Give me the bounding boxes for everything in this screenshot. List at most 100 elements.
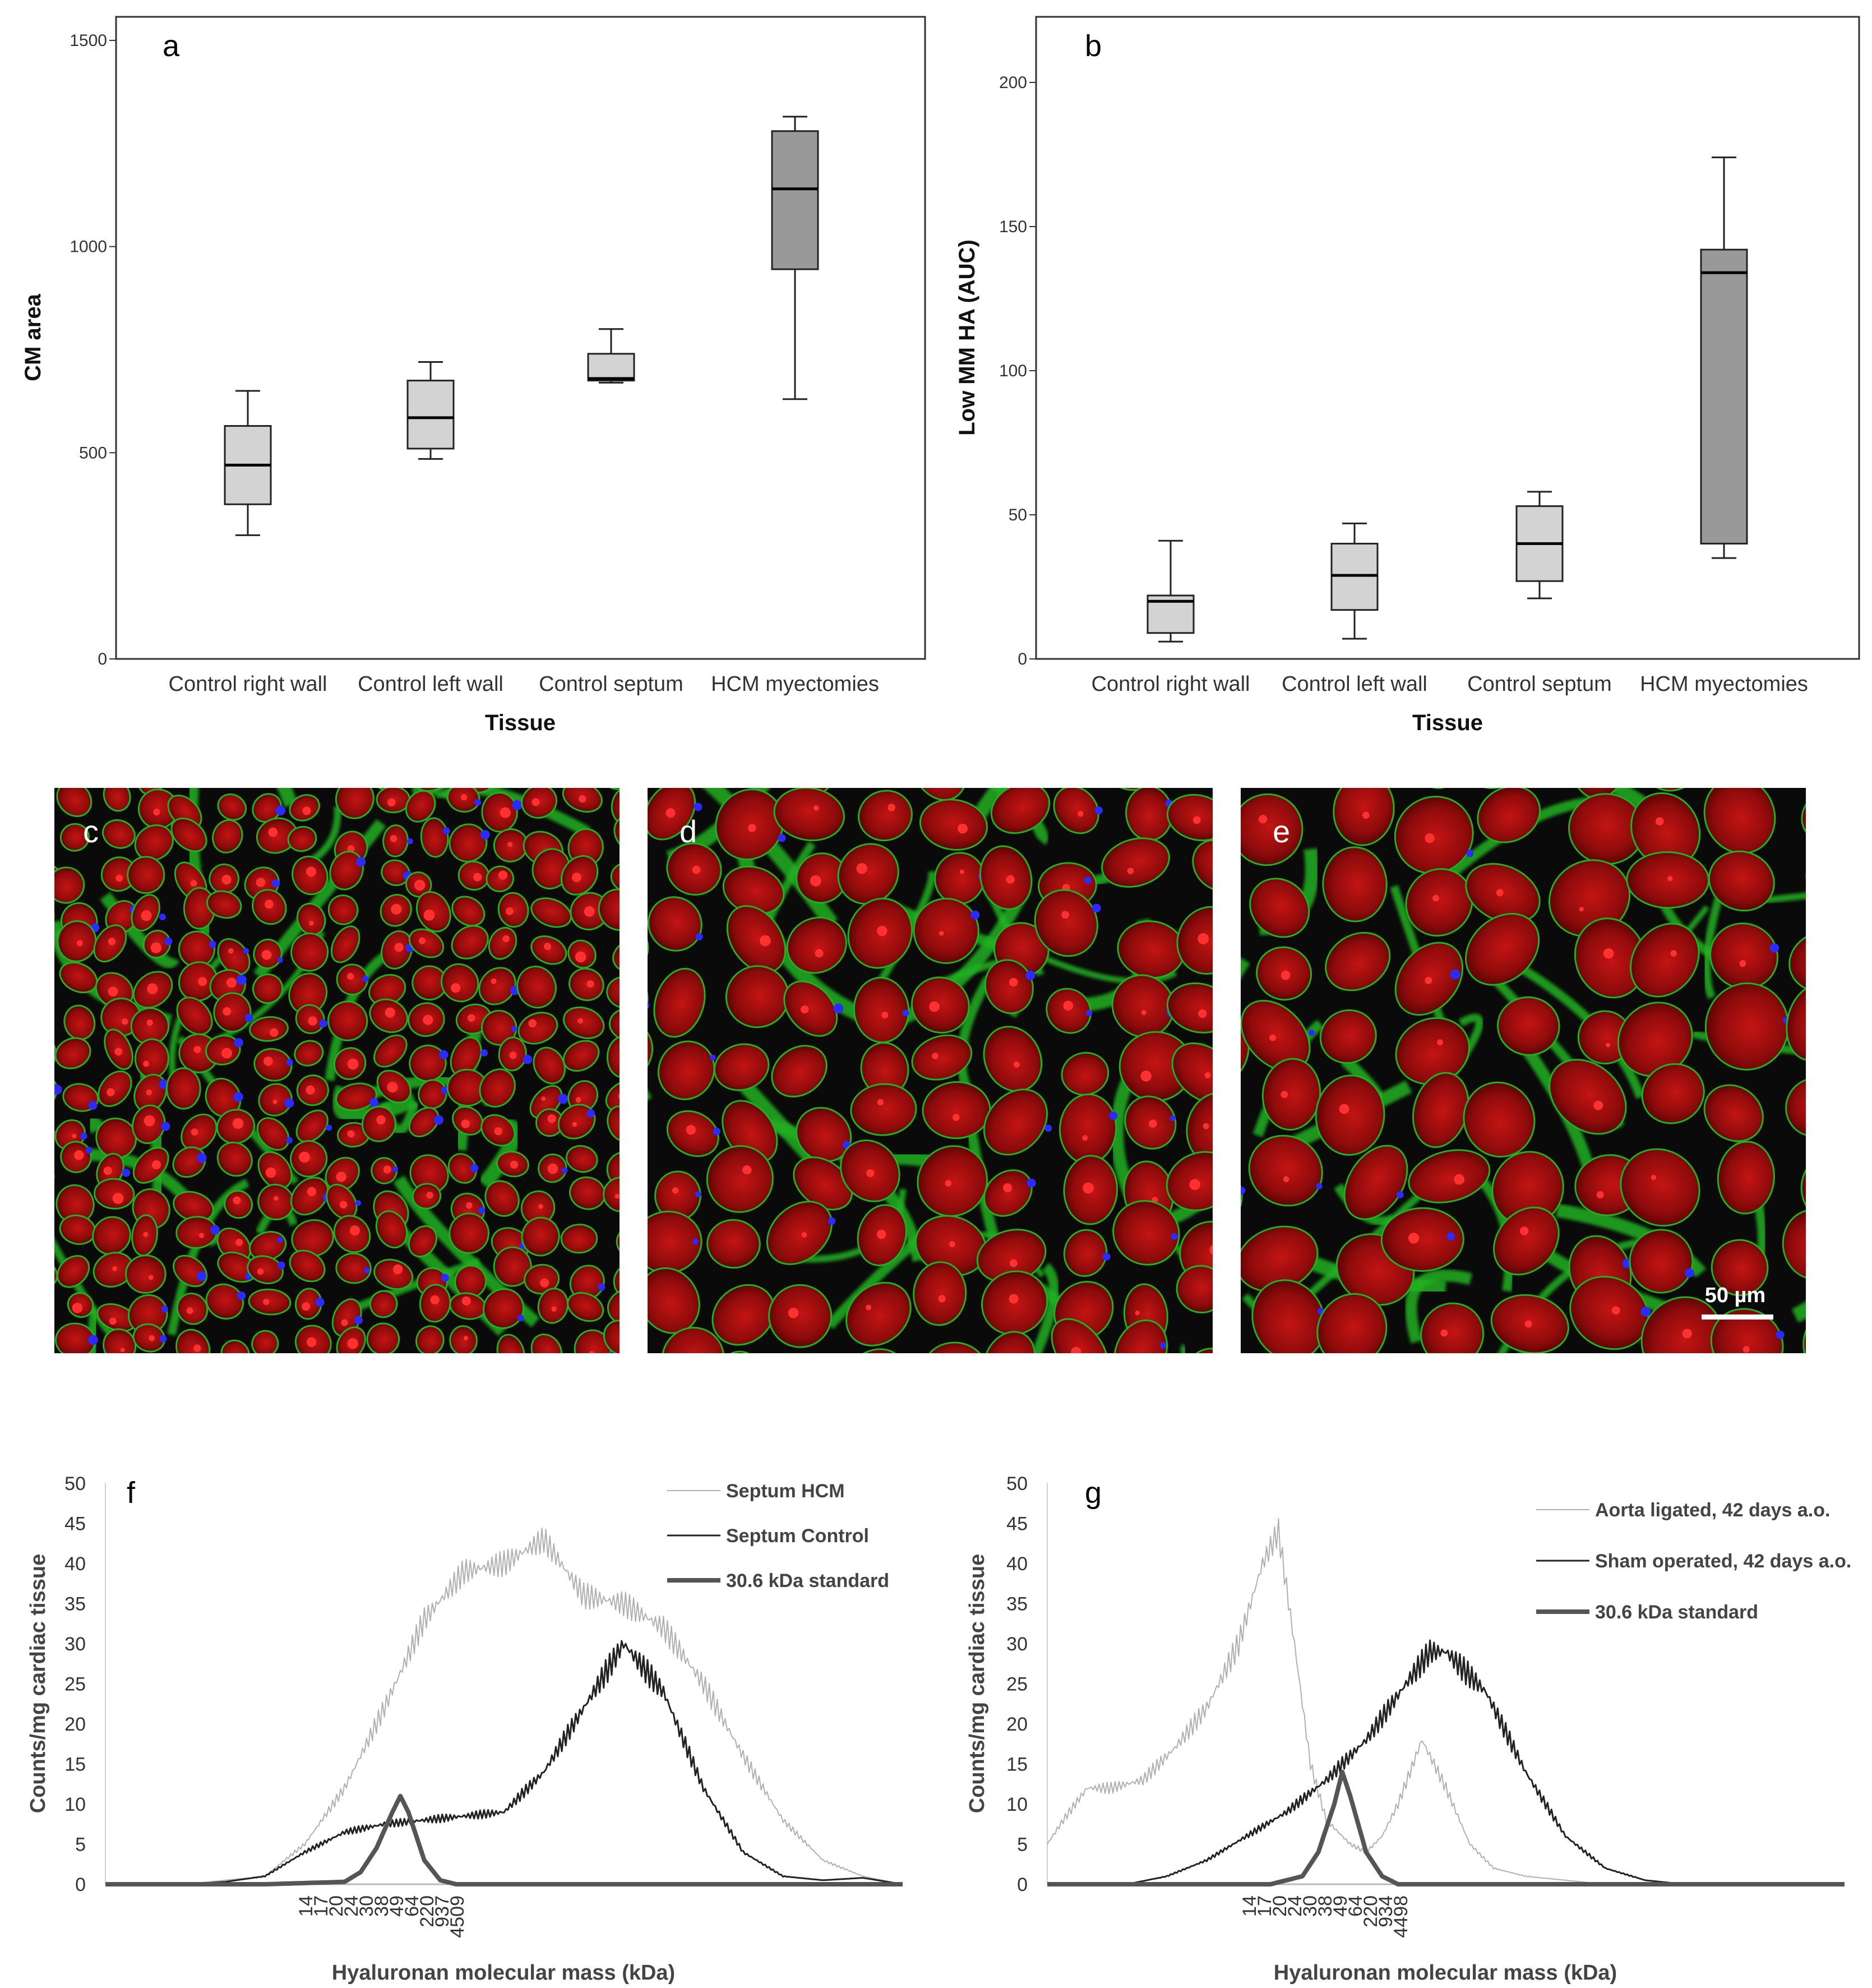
interstitial-nucleus <box>1464 1396 1471 1403</box>
cardiomyocyte <box>706 1145 774 1213</box>
x-tick-label: 49 <box>386 1895 408 1917</box>
cardiomyocyte <box>127 1294 168 1335</box>
cardiomyocyte <box>526 1357 569 1403</box>
myocyte-nucleus <box>146 1089 152 1096</box>
cardiomyocyte <box>54 1037 91 1069</box>
cardiomyocyte <box>603 1320 620 1353</box>
interstitial-nucleus <box>1776 1330 1785 1339</box>
cardiomyocyte <box>125 1254 167 1294</box>
y-tick-label: 0 <box>1017 1874 1028 1895</box>
legend-label-0: Septum HCM <box>726 1480 845 1502</box>
interstitial-nucleus <box>833 1003 844 1014</box>
myocyte-nucleus <box>958 823 968 834</box>
cardiomyocyte <box>530 897 572 928</box>
myocyte-nucleus <box>1603 948 1614 959</box>
myocyte-nucleus <box>112 1266 117 1271</box>
cardiomyocyte <box>1170 716 1231 777</box>
cardiomyocyte <box>608 1008 620 1041</box>
micrograph-e: e 50 µm <box>1224 788 1806 1452</box>
myocyte-nucleus <box>1124 762 1134 772</box>
y-tick-label: 100 <box>999 362 1027 380</box>
myocyte-nucleus <box>1139 1358 1148 1367</box>
myocyte-nucleus <box>256 878 266 887</box>
myocyte-nucleus <box>387 1082 398 1093</box>
myocyte-nucleus <box>272 1099 278 1104</box>
cardiomyocyte <box>1493 1206 1560 1276</box>
legend-label-0: Aorta ligated, 42 days a.o. <box>1595 1500 1830 1521</box>
x-tick-label: 24 <box>1284 1895 1306 1917</box>
myocyte-nucleus <box>742 1165 752 1175</box>
y-tick-label: 500 <box>79 444 107 462</box>
cardiomyocyte <box>408 1225 438 1258</box>
interstitial-fiber <box>1030 1262 1059 1353</box>
interstitial-nucleus <box>598 1283 605 1291</box>
interstitial-nucleus <box>478 1207 486 1214</box>
series-line-0 <box>1047 1518 1845 1885</box>
myocyte-nucleus <box>21 840 27 846</box>
interstitial-nucleus <box>271 879 280 888</box>
myocyte-nucleus <box>392 1264 403 1275</box>
myocyte-nucleus <box>107 1088 115 1097</box>
myocyte-nucleus <box>1078 811 1084 817</box>
cardiomyocyte <box>837 843 899 905</box>
legend-label-2: 30.6 kDa standard <box>726 1570 889 1592</box>
cardiomyocyte <box>21 1189 49 1225</box>
cardiomyocyte <box>1319 1009 1377 1064</box>
myocyte-nucleus <box>1009 1294 1019 1304</box>
interstitial-nucleus <box>284 1098 294 1108</box>
myocyte-nucleus <box>261 949 272 960</box>
cardiomyocyte <box>92 1216 131 1256</box>
cardiomyocyte <box>1224 1366 1312 1452</box>
cardiomyocyte <box>481 1009 517 1046</box>
myocyte-nucleus <box>1204 1072 1211 1078</box>
x-tick-label: 38 <box>371 1895 392 1917</box>
myocyte-nucleus <box>729 1373 738 1382</box>
interstitial-nucleus <box>87 1335 98 1345</box>
cardiomyocyte <box>1316 1293 1388 1353</box>
interstitial-nucleus <box>638 1028 647 1037</box>
myocyte-nucleus <box>190 880 197 887</box>
y-tick-label: 50 <box>1009 506 1027 524</box>
cardiomyocyte <box>1176 906 1213 975</box>
cardiomyocyte <box>95 1117 137 1159</box>
cardiomyocyte <box>1394 796 1474 875</box>
interstitial-nucleus <box>517 1314 524 1322</box>
myocyte-nucleus <box>1203 1123 1209 1129</box>
panel-label-a: a <box>163 29 180 63</box>
cardiomyocyte <box>490 1369 529 1410</box>
category-label: HCM myectomies <box>1640 672 1808 696</box>
y-tick-label: 40 <box>1006 1553 1028 1575</box>
myocyte-nucleus <box>144 1115 155 1127</box>
y-tick-label: 15 <box>1006 1754 1028 1775</box>
myocyte-nucleus <box>544 943 552 951</box>
box-iqr <box>587 353 635 382</box>
myocyte-nucleus <box>540 1278 549 1288</box>
cardiomyocyte <box>1782 1209 1806 1280</box>
cardiomyocyte <box>98 1070 132 1108</box>
cardiomyocyte <box>449 1325 478 1353</box>
panel-label-f: f <box>127 1476 136 1510</box>
cardiomyocyte <box>1569 788 1629 800</box>
myocyte-nucleus <box>759 935 771 947</box>
interstitial-nucleus <box>80 1132 87 1140</box>
myocyte-nucleus <box>418 937 426 944</box>
cardiomyocyte <box>375 1210 408 1249</box>
series-line-0 <box>105 1527 903 1885</box>
myocyte-nucleus <box>430 1295 440 1304</box>
cardiomyocyte <box>566 756 602 789</box>
myocyte-nucleus <box>267 770 273 776</box>
myocyte-nucleus <box>1742 1346 1750 1353</box>
myocyte-nucleus <box>813 805 819 811</box>
myocyte-nucleus <box>1192 816 1201 824</box>
cardiomyocyte <box>1802 1308 1806 1353</box>
cardiomyocyte <box>330 925 360 963</box>
cardiomyocyte <box>1405 868 1473 937</box>
cardiomyocyte <box>9 920 48 966</box>
myocyte-nucleus <box>692 865 701 874</box>
interstitial-fiber <box>1605 788 1648 810</box>
interstitial-nucleus <box>233 1092 243 1102</box>
interstitial-nucleus <box>164 937 173 945</box>
cardiomyocyte <box>1315 1074 1385 1156</box>
cardiomyocyte <box>224 1189 253 1219</box>
interstitial-fiber <box>968 788 1007 827</box>
